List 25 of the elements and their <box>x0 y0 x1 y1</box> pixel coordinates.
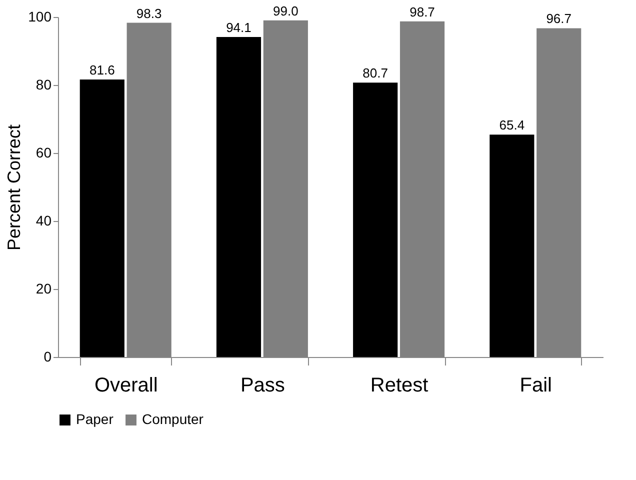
legend-label: Paper <box>76 411 114 427</box>
x-tick-label: Pass <box>240 374 285 396</box>
x-tick-label: Fail <box>520 374 552 396</box>
text: 98.3 <box>136 6 162 21</box>
y-tick-label: 80 <box>36 76 52 92</box>
text: 96.7 <box>546 11 572 26</box>
bar <box>490 134 534 357</box>
bar <box>216 37 262 357</box>
text: 98.7 <box>410 4 435 20</box>
bar <box>353 82 398 357</box>
y-tick-label: 0 <box>44 348 52 364</box>
y-tick-label: 20 <box>36 280 52 296</box>
x-tick-label: Overall <box>94 374 158 396</box>
y-tick-label: 40 <box>36 212 52 228</box>
legend-label: Computer <box>142 411 204 427</box>
y-tick-label: 60 <box>36 144 52 160</box>
y-axis-title: Percent Correct <box>4 124 24 251</box>
text: 99.0 <box>273 3 298 18</box>
text: 81.6 <box>89 62 115 78</box>
y-tick-label: 100 <box>28 8 52 24</box>
text: 65.4 <box>499 118 525 133</box>
text: 94.1 <box>226 20 252 36</box>
text: 80.7 <box>362 66 388 81</box>
bar <box>80 80 124 357</box>
x-tick-label: Retest <box>370 374 429 396</box>
